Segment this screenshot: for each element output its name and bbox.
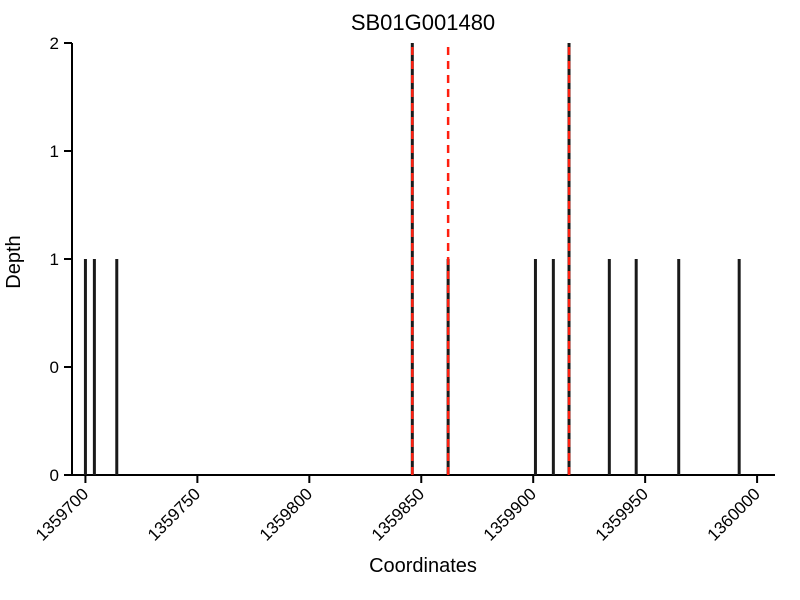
x-tick-label: 1359800 <box>256 484 316 544</box>
y-tick-label: 1 <box>50 250 59 269</box>
x-tick-label: 1359900 <box>480 484 540 544</box>
x-tick-label: 1360000 <box>704 484 764 544</box>
x-tick-label: 1359850 <box>368 484 428 544</box>
chart-title: SB01G001480 <box>351 10 495 35</box>
x-tick-label: 1359750 <box>144 484 204 544</box>
x-tick-label: 1359950 <box>592 484 652 544</box>
y-axis-label: Depth <box>3 235 25 288</box>
x-tick-labels: 1359700 1359750 1359800 1359850 1359900 13599… <box>32 484 764 544</box>
y-tick-labels: 0 0 1 1 2 <box>50 34 59 485</box>
x-tick-label: 1359700 <box>32 484 92 544</box>
y-tick-label: 1 <box>50 142 59 161</box>
y-tick-label: 0 <box>50 466 59 485</box>
y-tick-label: 2 <box>50 34 59 53</box>
axes <box>64 42 775 483</box>
red-dashed-lines <box>411 43 571 475</box>
y-tick-label: 0 <box>50 358 59 377</box>
x-axis-label: Coordinates <box>369 555 477 577</box>
